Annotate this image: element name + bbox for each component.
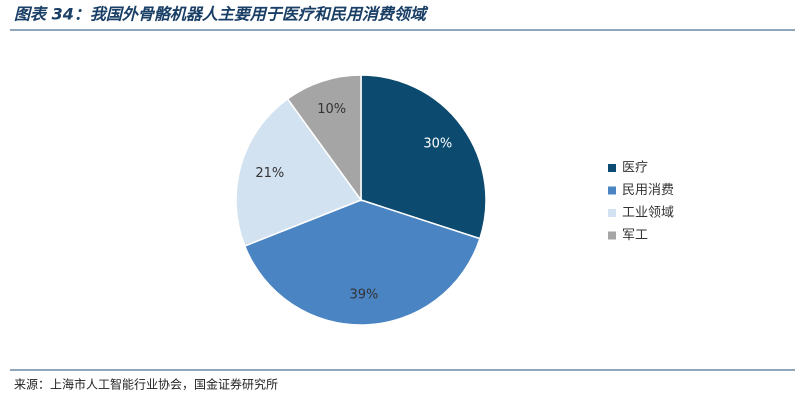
- legend-swatch: [608, 186, 616, 195]
- legend-label: 医疗: [622, 161, 648, 176]
- legend-swatch: [608, 231, 616, 240]
- legend-label: 民用消费: [622, 183, 674, 198]
- legend-label: 军工: [622, 228, 648, 243]
- data-label: 10%: [317, 102, 346, 117]
- legend-label: 工业领域: [622, 206, 674, 221]
- legend-swatch: [608, 209, 616, 217]
- pie-slice: [235, 97, 363, 247]
- data-label: 21%: [255, 166, 284, 181]
- data-label: 39%: [350, 287, 379, 302]
- pie-slice: [243, 199, 481, 326]
- pie-slice: [360, 74, 487, 240]
- source: 来源：上海市人工智能行业协会，国金证券研究所: [14, 377, 278, 392]
- data-label: 30%: [423, 137, 452, 152]
- legend-swatch: [608, 164, 616, 172]
- pie-slice: [286, 74, 362, 203]
- chart-title: 图表 34：我国外骨骼机器人主要用于医疗和民用消费领域: [14, 5, 429, 24]
